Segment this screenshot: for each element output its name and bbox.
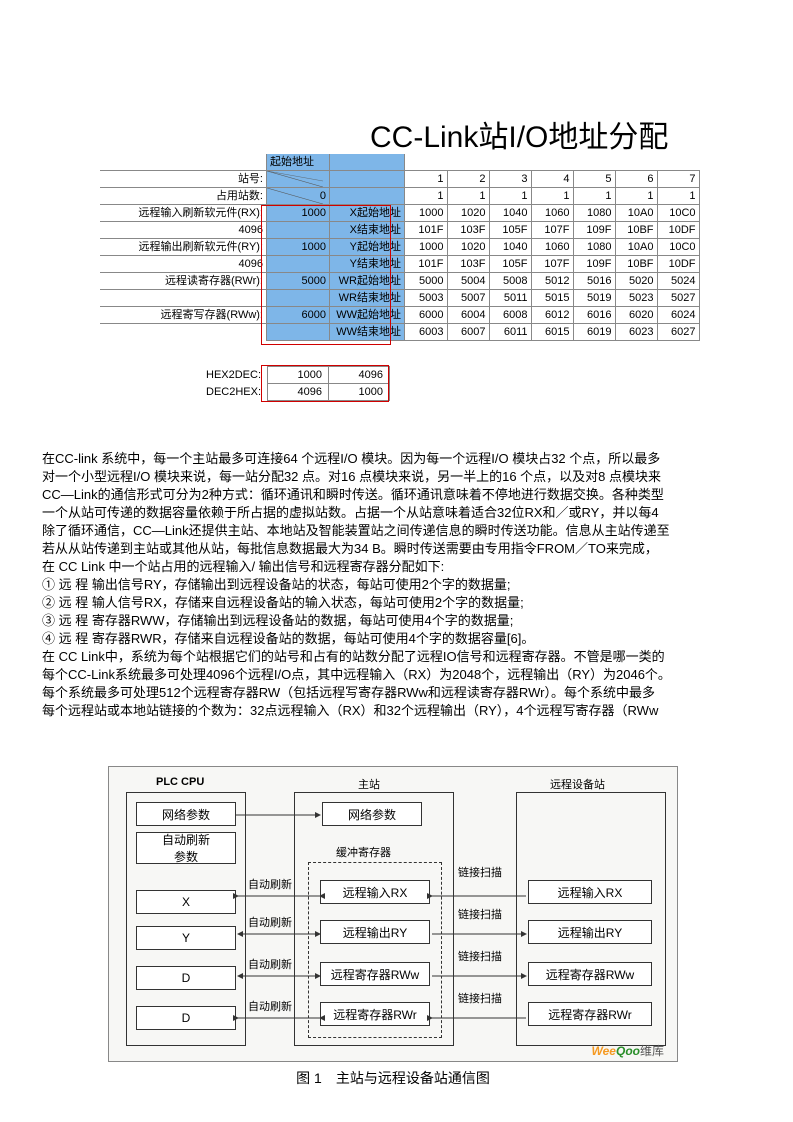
arrow-icon (430, 1012, 528, 1024)
watermark: WeeQoo维库 (592, 1042, 664, 1059)
arrow-icon (236, 810, 322, 820)
rww2-box: 远程寄存器RWw (528, 962, 652, 986)
linkscan-label: 链接扫描 (458, 864, 502, 880)
ry2-box: 远程输出RY (528, 920, 652, 944)
y-box: Y (136, 926, 236, 950)
arrow-icon (430, 928, 528, 940)
x-box: X (136, 890, 236, 914)
autorefparam-box: 自动刷新 参数 (136, 832, 236, 864)
rx1-box: 远程输入RX (320, 880, 430, 904)
page-title: CC-Link站I/O地址分配 (370, 112, 668, 156)
arrow-icon (236, 928, 320, 940)
row-label: 远程输入刷新软元件(RX): (100, 205, 267, 222)
occupy-label: 占用站数: (100, 188, 267, 205)
station-no-label: 站号: (100, 171, 267, 188)
netparam-box: 网络参数 (136, 802, 236, 826)
ry1-box: 远程输出RY (320, 920, 430, 944)
body-text: 在CC-link 系统中，每一个主站最多可连接64 个远程I/O 模块。因为每一… (42, 450, 782, 720)
d1-box: D (136, 966, 236, 990)
arrow-icon (236, 1012, 320, 1024)
rwr1-box: 远程寄存器RWr (320, 1002, 430, 1026)
arrow-icon (236, 890, 320, 902)
remote-label: 远程设备站 (550, 776, 605, 792)
station-col: 1 (405, 171, 448, 188)
buffer-label: 缓冲寄存器 (336, 844, 391, 860)
address-table: 起始地址 站号: 1 2 3 4 5 6 7 占用站数: (100, 154, 700, 341)
rwr2-box: 远程寄存器RWr (528, 1002, 652, 1026)
netparam2-box: 网络参数 (322, 802, 422, 826)
dec2hex-label: DEC2HEX: (200, 384, 268, 401)
rx2-box: 远程输入RX (528, 880, 652, 904)
arrow-icon (236, 970, 320, 982)
figure-1: PLC CPU 主站 远程设备站 网络参数 自动刷新 参数 X Y D D 网络… (108, 766, 678, 1102)
plc-cpu-label: PLC CPU (156, 776, 204, 788)
d2-box: D (136, 1006, 236, 1030)
arrow-icon (430, 970, 528, 982)
start-addr-header: 起始地址 (267, 154, 330, 171)
hex-converter-table: HEX2DEC: 1000 4096 DEC2HEX: 4096 1000 (200, 366, 390, 401)
master-label: 主站 (358, 776, 380, 792)
figure-caption: 图 1 主站与远程设备站通信图 (108, 1068, 678, 1088)
hex2dec-label: HEX2DEC: (200, 367, 268, 384)
rww1-box: 远程寄存器RWw (320, 962, 430, 986)
arrow-icon (430, 890, 528, 902)
